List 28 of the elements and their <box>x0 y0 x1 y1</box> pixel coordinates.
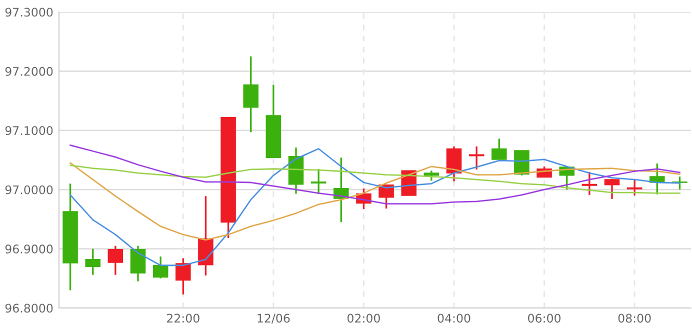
candlestick <box>582 171 598 196</box>
candlestick <box>626 178 642 196</box>
line-series <box>70 164 680 194</box>
candlestick <box>604 178 620 200</box>
candlestick <box>130 245 146 282</box>
x-tick-label: 02:00 <box>347 314 380 323</box>
candlestick <box>424 170 440 182</box>
x-tick-label: 12/06 <box>258 314 290 324</box>
candlestick <box>85 248 100 276</box>
candlestick <box>468 146 484 170</box>
x-tick-label: 08:00 <box>618 314 651 323</box>
x-tick-label: 22:00 <box>166 314 200 323</box>
y-tick-label: 97.2000 <box>5 66 53 76</box>
candlestick <box>152 256 168 280</box>
candlestick <box>108 245 124 276</box>
y-tick-label: 96.9000 <box>5 244 53 254</box>
y-tick-label: 97.0000 <box>5 185 53 194</box>
y-tick-label: 97.1000 <box>5 126 53 136</box>
y-tick-label: 97.3000 <box>5 8 53 17</box>
x-tick-label: 04:00 <box>438 314 470 323</box>
line-series <box>70 162 680 241</box>
y-tick-label: 96.8000 <box>5 304 53 313</box>
candlestick <box>176 257 191 296</box>
line-series <box>70 144 680 205</box>
candlestick <box>492 138 507 160</box>
candlestick <box>243 56 258 134</box>
x-tick-label: 06:00 <box>528 314 561 323</box>
candlestick <box>310 168 326 195</box>
